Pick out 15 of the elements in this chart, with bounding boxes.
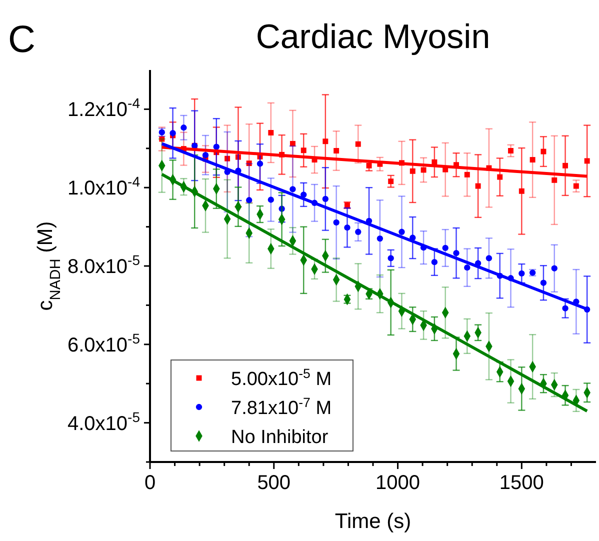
x-tick-label: 1000 (376, 472, 420, 494)
x-tick-label: 500 (257, 472, 291, 494)
y-tick-label: 1.0x10$^{-4}$ (67, 174, 140, 200)
legend-label: 7.81x10$^{-7}$ M (231, 394, 332, 419)
y-tick-label: 4.0x10$^{-5}$ (67, 408, 140, 435)
x-axis-title: Time (s) (334, 510, 412, 533)
chart-title: Cardiac Myosin (256, 18, 490, 56)
y-tick-label: 1.2x10$^{-4}$ (67, 95, 140, 122)
y-tick-label: 6.0x10$^{-5}$ (67, 330, 140, 356)
x-tick-label: 0 (144, 472, 156, 494)
legend-label: 5.00x10$^{-5}$ M (231, 366, 332, 390)
y-tick-label: 8.0x10$^{-5}$ (67, 252, 140, 278)
legend-label: No Inhibitor (231, 427, 329, 448)
x-tick-label: 1500 (499, 472, 544, 494)
text: C (8, 19, 36, 61)
